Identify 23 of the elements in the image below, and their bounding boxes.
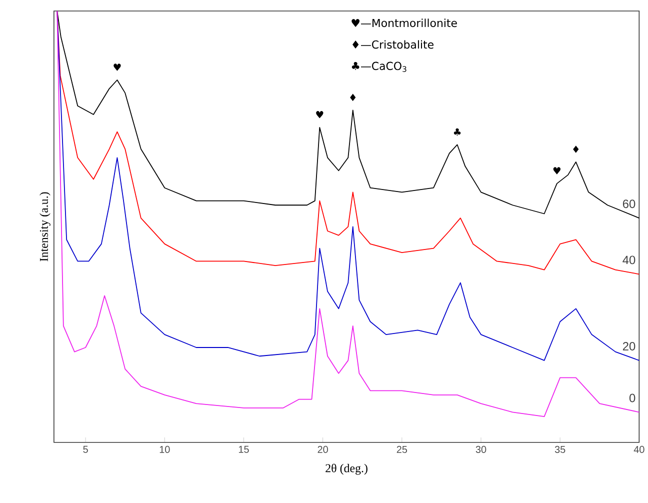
x-tick-label: 5 bbox=[83, 446, 88, 453]
y-axis-title: Intensity (a.u.) bbox=[40, 192, 50, 262]
annotation: ♦ bbox=[350, 94, 356, 101]
annotation: ♥ bbox=[553, 166, 560, 174]
annotation: ♣ bbox=[454, 128, 461, 136]
annotation: ♥ bbox=[316, 110, 324, 118]
annotation: ♦—Cristobalite bbox=[352, 40, 434, 49]
x-tick-label: 20 bbox=[318, 446, 328, 453]
x-axis-title: 2θ (deg.) bbox=[326, 464, 368, 475]
series-label: 40 bbox=[622, 256, 636, 264]
x-tick-label: 15 bbox=[238, 446, 249, 453]
series-label: 60 bbox=[622, 199, 636, 208]
x-tick-label: 40 bbox=[634, 446, 644, 453]
series-label: 20 bbox=[622, 342, 636, 350]
x-tick-label: 35 bbox=[554, 446, 566, 453]
x-tick-label: 30 bbox=[476, 446, 486, 453]
annotation: ♥ bbox=[114, 63, 121, 71]
annotation: ♣—CaCO$_{3}$ bbox=[352, 62, 406, 72]
series-label: 0 bbox=[629, 394, 636, 402]
annotation: ♥—Montmorillonite bbox=[352, 18, 457, 27]
x-tick-label: 10 bbox=[160, 446, 170, 453]
x-tick-label: 25 bbox=[396, 446, 408, 453]
annotation: ♦ bbox=[573, 145, 579, 153]
